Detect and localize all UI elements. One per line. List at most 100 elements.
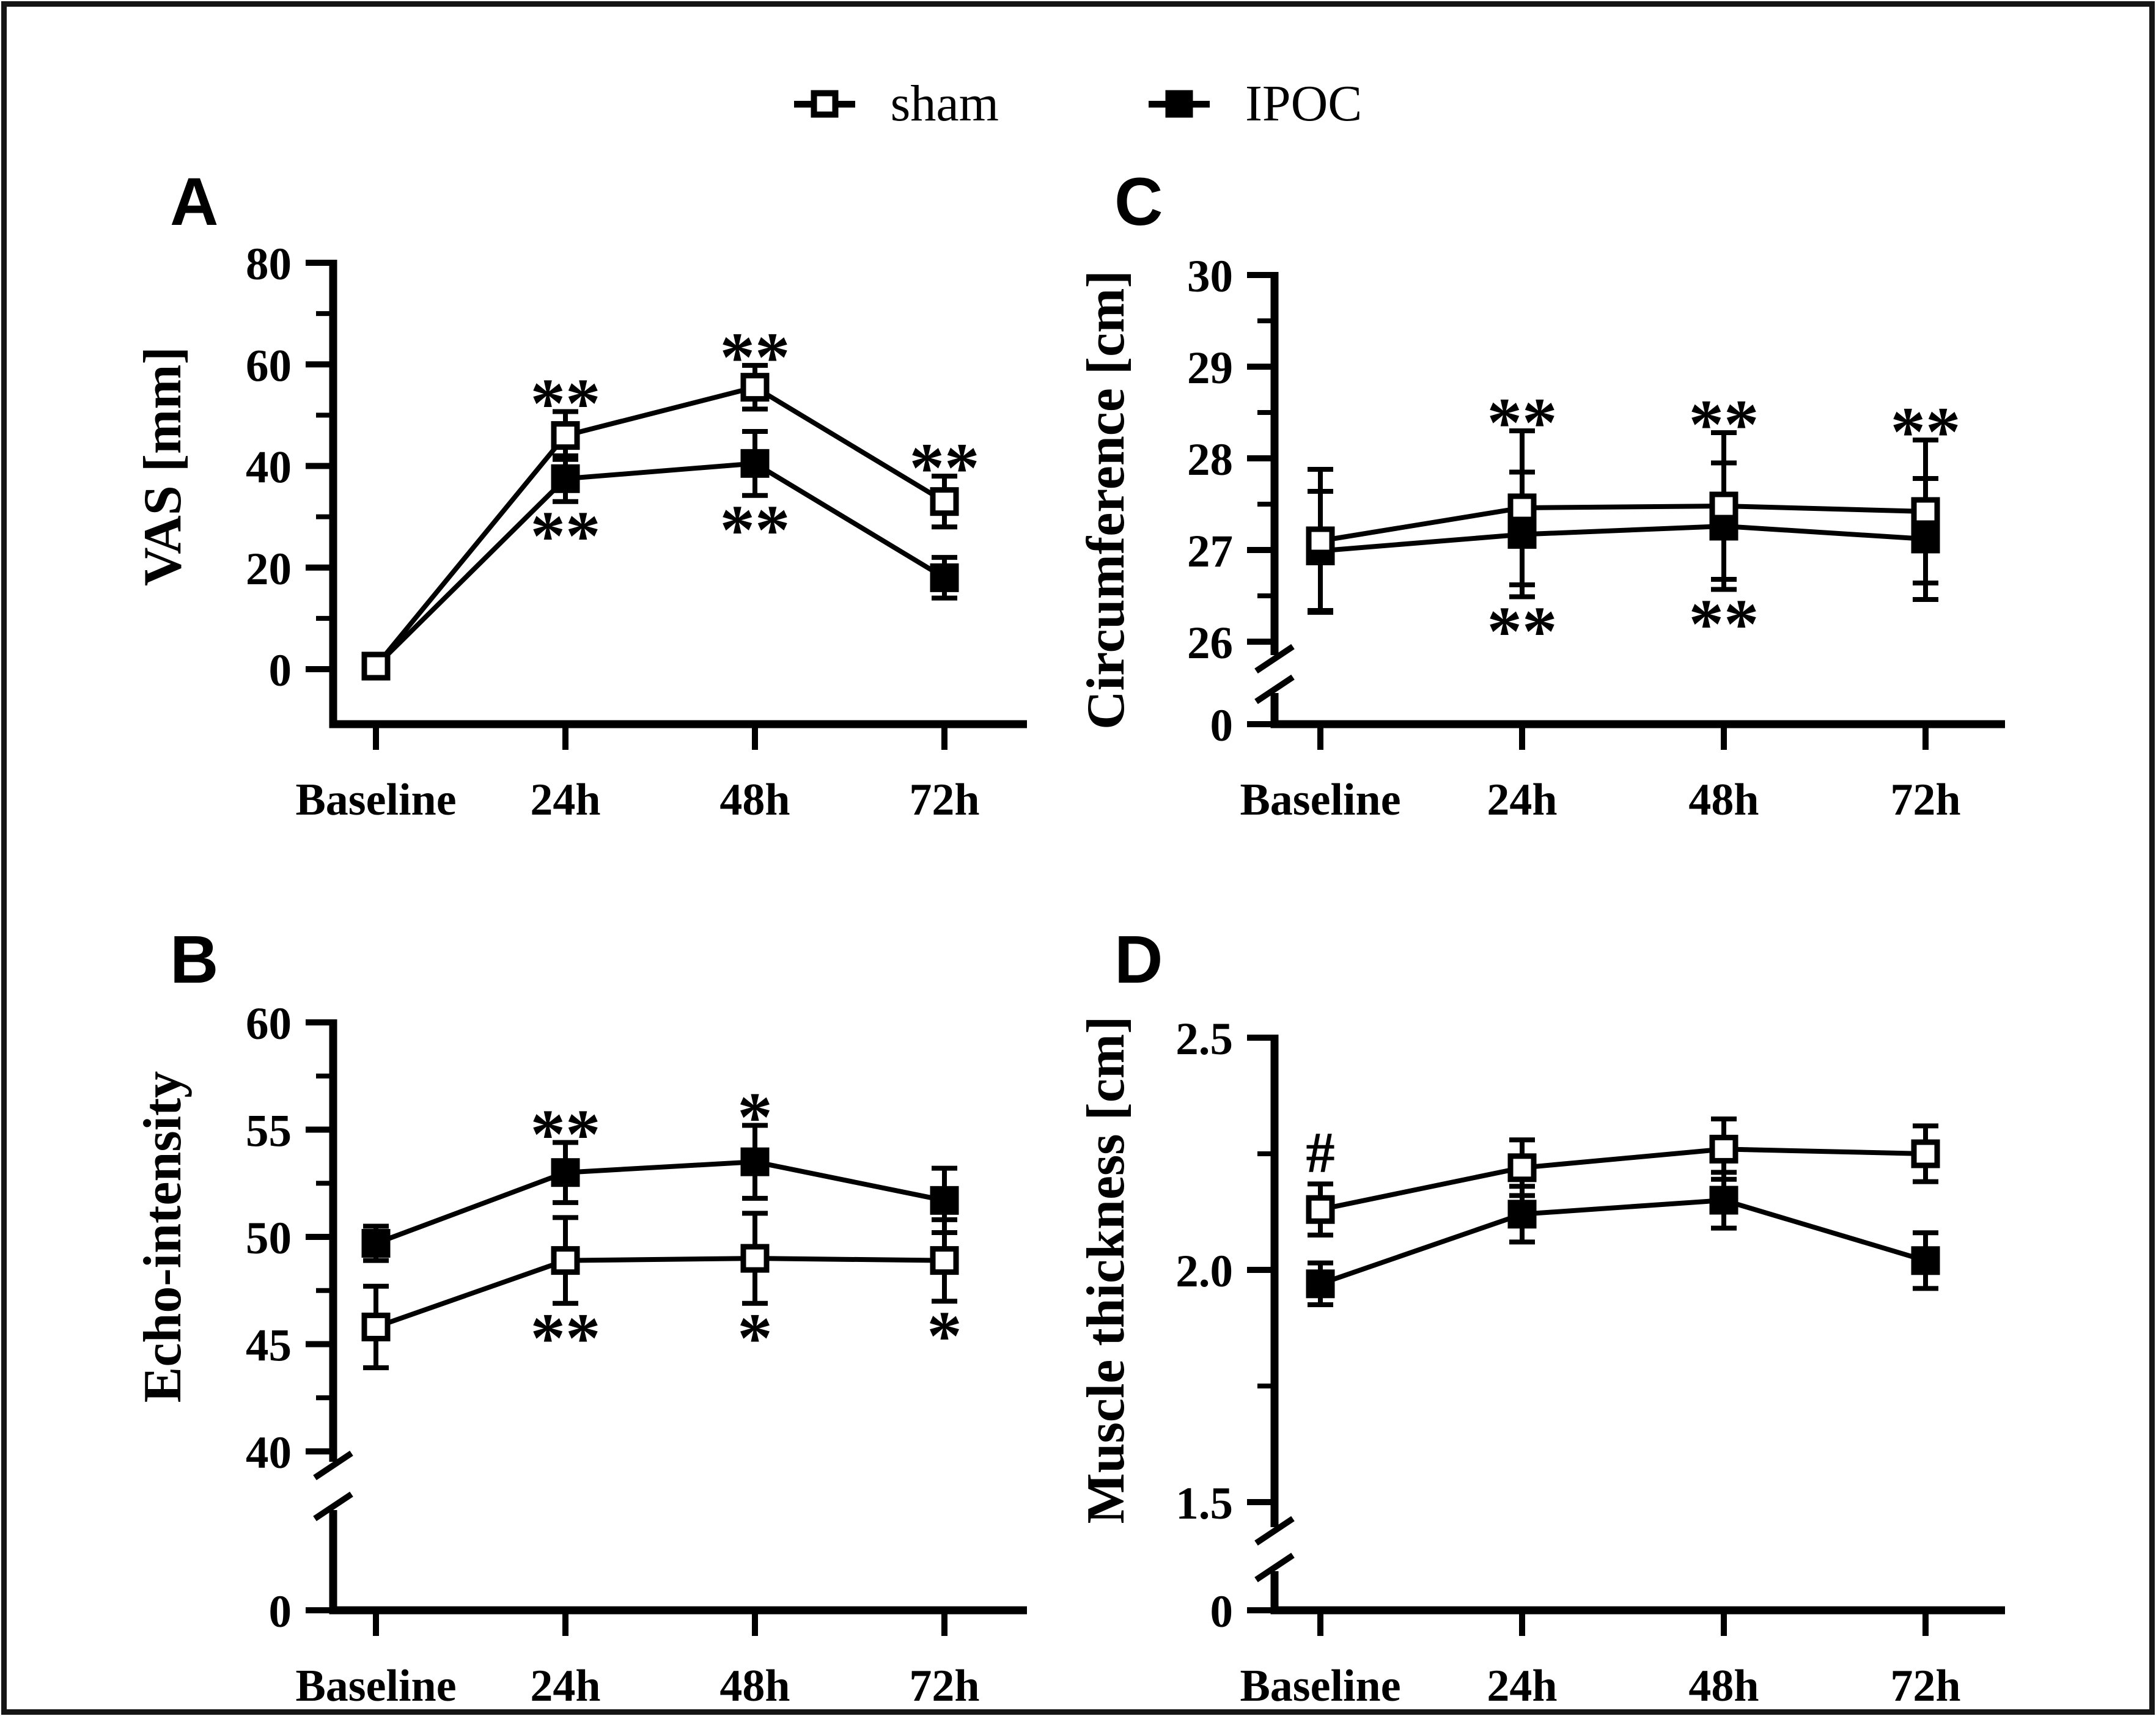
y-axis-title-B: Echo-intensity xyxy=(133,1071,193,1403)
y-tick-label: 28 xyxy=(1187,435,1233,485)
significance-annotation-A: ** xyxy=(720,491,790,569)
significance-annotation-B: * xyxy=(737,1299,773,1377)
significance-annotation-C: ** xyxy=(1487,384,1558,461)
axis-break-slash xyxy=(1254,1516,1295,1546)
sham-open-square-marker-icon xyxy=(1306,526,1335,556)
x-tick-label: 24h xyxy=(1487,775,1557,825)
y-tick-label: 50 xyxy=(246,1213,292,1264)
y-zero-label: 0 xyxy=(1210,1586,1234,1637)
x-tick-label: 72h xyxy=(909,775,979,825)
y-zero-label: 0 xyxy=(269,1586,292,1637)
y-tick-label: 45 xyxy=(246,1321,292,1371)
legend: sham IPOC xyxy=(0,78,2156,130)
significance-annotation-B: ** xyxy=(531,1096,601,1173)
panel-letter-A: A xyxy=(170,164,218,240)
series-sham xyxy=(361,1211,959,1371)
y-tick-label: 29 xyxy=(1187,343,1233,394)
panel-letter-C: C xyxy=(1114,164,1163,240)
axis-break-slash xyxy=(313,1450,353,1481)
IPOC-filled-square-marker-icon xyxy=(361,1229,391,1258)
sham-open-square-marker-icon xyxy=(551,1246,580,1275)
sham-open-square-marker-icon xyxy=(1306,1195,1335,1224)
significance-annotation-C: ** xyxy=(1891,393,1961,471)
series-IPOC-line xyxy=(1319,1197,1927,1286)
y-axis-title-D: Muscle thickness [cm] xyxy=(1076,1016,1136,1524)
axis-break-slash xyxy=(313,1491,353,1522)
x-tick-label: 24h xyxy=(1487,1661,1557,1711)
sham-open-square-marker-icon xyxy=(1911,497,1940,526)
series-sham xyxy=(361,362,959,681)
IPOC-filled-square-marker-icon xyxy=(930,563,959,592)
significance-annotation-A: ** xyxy=(531,365,601,442)
y-tick-label: 40 xyxy=(246,1428,292,1478)
significance-annotation-B: * xyxy=(737,1078,773,1156)
IPOC-filled-square-marker-icon xyxy=(1306,1269,1335,1299)
series-sham-line xyxy=(373,384,946,668)
x-tick-label: 72h xyxy=(1890,1661,1960,1711)
x-tick-label: 48h xyxy=(719,775,790,825)
x-tick-label: 72h xyxy=(909,1661,979,1711)
y-tick-label: 2.0 xyxy=(1175,1246,1233,1297)
series-IPOC xyxy=(1306,1170,1940,1307)
y-axis-title-A: VAS [mm] xyxy=(133,346,193,586)
panel-letter-D: D xyxy=(1114,922,1163,997)
y-tick-label: 20 xyxy=(246,544,292,595)
panel-D: D Muscle thickness [cm] 1.5 2.0 2.5 0Baseline… xyxy=(1076,922,2005,1711)
sham-open-square-marker-icon xyxy=(551,421,580,450)
IPOC-filled-square-marker-icon xyxy=(740,449,770,478)
IPOC-filled-square-marker-icon xyxy=(740,1147,770,1176)
y-tick-label: 60 xyxy=(246,999,292,1049)
significance-annotation-C: ** xyxy=(1689,386,1759,463)
y-tick-label: 26 xyxy=(1187,618,1233,669)
x-tick-label: Baseline xyxy=(1240,775,1400,825)
significance-annotation-A: ** xyxy=(910,429,980,507)
significance-annotation-A: ** xyxy=(531,497,601,575)
IPOC-filled-square-marker-icon xyxy=(1709,1186,1738,1215)
IPOC-filled-square-marker-icon xyxy=(1911,1246,1940,1275)
series-IPOC xyxy=(361,428,959,681)
x-tick-label: 72h xyxy=(1890,775,1960,825)
IPOC-filled-square-marker-icon xyxy=(551,464,580,493)
series-sham-line xyxy=(1320,1146,1926,1212)
series-IPOC-line xyxy=(1320,523,1926,554)
series-sham xyxy=(1306,428,1940,615)
significance-annotation-A: ** xyxy=(720,318,790,396)
significance-annotation-B: * xyxy=(927,1297,962,1374)
y-tick-label: 80 xyxy=(246,239,292,290)
legend-item-sham: sham xyxy=(793,75,999,132)
sham-open-square-marker-icon xyxy=(1507,1153,1537,1182)
significance-annotation-B: ** xyxy=(531,1299,601,1377)
sham-open-square-marker-icon xyxy=(1911,1139,1940,1168)
panel-A: A VAS [mm] 0 20 40 60 80 Baseline 24h 48h 72h ** ** *… xyxy=(133,164,1027,825)
legend-label-sham: sham xyxy=(890,75,999,132)
sham-open-square-marker-icon xyxy=(740,1244,770,1273)
sham-open-square-marker-icon xyxy=(361,1312,391,1341)
sham-open-square-marker-icon xyxy=(930,487,959,516)
sham-open-square-marker-icon xyxy=(930,1246,959,1275)
series-IPOC-line xyxy=(375,1159,945,1246)
x-tick-label: Baseline xyxy=(1240,1661,1400,1711)
IPOC-filled-square-marker-icon xyxy=(1507,1200,1537,1229)
significance-annotation-C: ** xyxy=(1689,585,1759,663)
series-IPOC xyxy=(1306,460,1940,613)
significance-annotation-C: ** xyxy=(1487,593,1558,670)
y-tick-label: 30 xyxy=(1187,251,1233,302)
y-tick-label: 27 xyxy=(1187,526,1233,577)
y-tick-label: 2.5 xyxy=(1175,1014,1233,1065)
sham-open-square-marker-icon xyxy=(1709,491,1738,521)
x-tick-label: 48h xyxy=(1688,775,1759,825)
y-zero-label: 0 xyxy=(1210,700,1234,751)
y-tick-label: 0 xyxy=(269,645,292,696)
IPOC-filled-square-marker-icon xyxy=(930,1186,959,1215)
sham-open-square-marker-icon xyxy=(740,373,770,402)
x-tick-label: 24h xyxy=(530,775,600,825)
legend-item-ipoc: IPOC xyxy=(1148,78,1362,130)
sham-open-square-marker-icon xyxy=(361,651,391,681)
series-sham-line xyxy=(1320,503,1926,543)
axis-break-slash xyxy=(1254,1552,1295,1583)
x-tick-label: Baseline xyxy=(295,775,456,825)
axis-break-slash xyxy=(1254,674,1295,705)
